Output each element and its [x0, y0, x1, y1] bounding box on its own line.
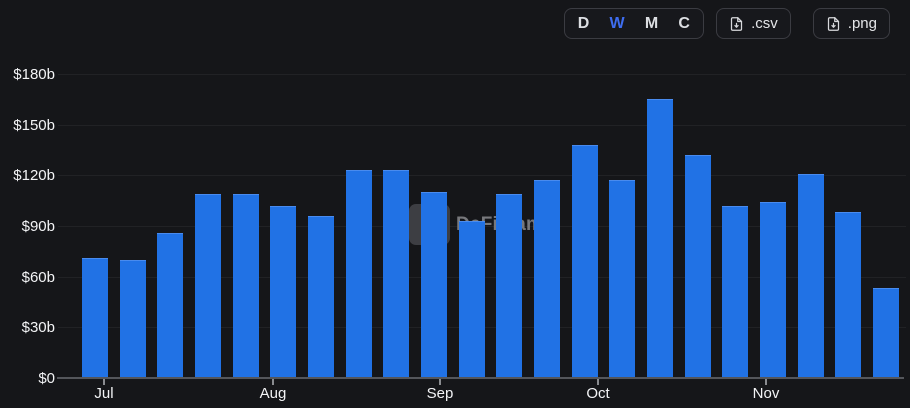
png-label: .png	[847, 15, 877, 32]
bar[interactable]	[345, 170, 372, 378]
range-button-weekly[interactable]: W	[609, 14, 625, 32]
file-download-icon	[826, 16, 841, 32]
bar[interactable]	[647, 99, 673, 378]
bar[interactable]	[458, 220, 485, 378]
bar[interactable]	[383, 170, 410, 378]
x-axis-label: Jul	[94, 385, 114, 402]
y-axis-label: $0	[38, 370, 55, 387]
bar[interactable]	[835, 212, 862, 378]
bar[interactable]	[157, 232, 184, 378]
x-axis-label: Sep	[426, 385, 454, 402]
y-axis-label: $30b	[21, 319, 55, 337]
bar[interactable]	[308, 215, 334, 378]
bar[interactable]	[873, 288, 899, 378]
csv-label: .csv	[751, 15, 778, 32]
bar[interactable]	[82, 258, 108, 378]
bar[interactable]	[119, 259, 146, 378]
bar[interactable]	[270, 205, 297, 378]
bar[interactable]	[684, 155, 711, 378]
png-download-button[interactable]: .png	[812, 8, 890, 39]
x-axis-tick	[597, 379, 599, 385]
bar[interactable]	[571, 144, 598, 378]
file-download-icon	[729, 16, 744, 32]
bar[interactable]	[760, 202, 786, 378]
csv-download-button[interactable]: .csv	[716, 8, 791, 39]
gridline	[58, 74, 906, 75]
x-axis-label: Aug	[259, 385, 287, 402]
y-axis-label: $90b	[21, 218, 55, 235]
bar[interactable]	[195, 193, 221, 378]
bar[interactable]	[797, 173, 824, 378]
gridline	[58, 175, 906, 177]
bar[interactable]	[722, 205, 749, 378]
x-axis-label: Oct	[586, 385, 610, 402]
chart-toolbar: D W M C .csv .png	[563, 8, 890, 39]
range-switcher: D W M C	[563, 8, 705, 39]
range-button-monthly[interactable]: M	[644, 14, 659, 32]
y-axis-label: $150b	[13, 116, 55, 134]
bar[interactable]	[232, 193, 259, 378]
y-axis-label: $60b	[21, 268, 55, 286]
gridline	[58, 124, 906, 126]
x-axis-tick	[272, 379, 274, 385]
y-axis-label: $120b	[13, 167, 55, 185]
bar[interactable]	[609, 180, 636, 378]
range-button-cumulative[interactable]: C	[678, 14, 691, 32]
x-axis-tick	[439, 379, 441, 385]
bar[interactable]	[496, 193, 523, 378]
bar[interactable]	[421, 192, 447, 378]
x-axis-line	[57, 377, 904, 379]
range-button-daily[interactable]: D	[577, 14, 590, 32]
x-axis-tick	[765, 379, 767, 385]
bar[interactable]	[534, 180, 560, 378]
x-axis-tick	[103, 379, 105, 385]
y-axis-label: $180b	[13, 66, 55, 83]
x-axis-label: Nov	[752, 385, 780, 402]
